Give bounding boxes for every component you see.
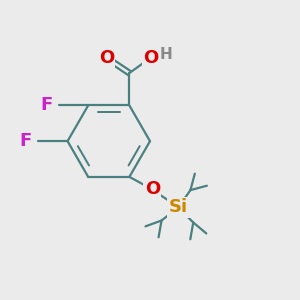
Text: F: F: [40, 97, 52, 115]
Text: F: F: [20, 132, 32, 150]
Text: O: O: [145, 180, 160, 198]
Text: Si: Si: [169, 199, 188, 217]
Text: O: O: [143, 49, 158, 67]
Text: H: H: [160, 47, 172, 62]
Text: O: O: [99, 49, 114, 67]
